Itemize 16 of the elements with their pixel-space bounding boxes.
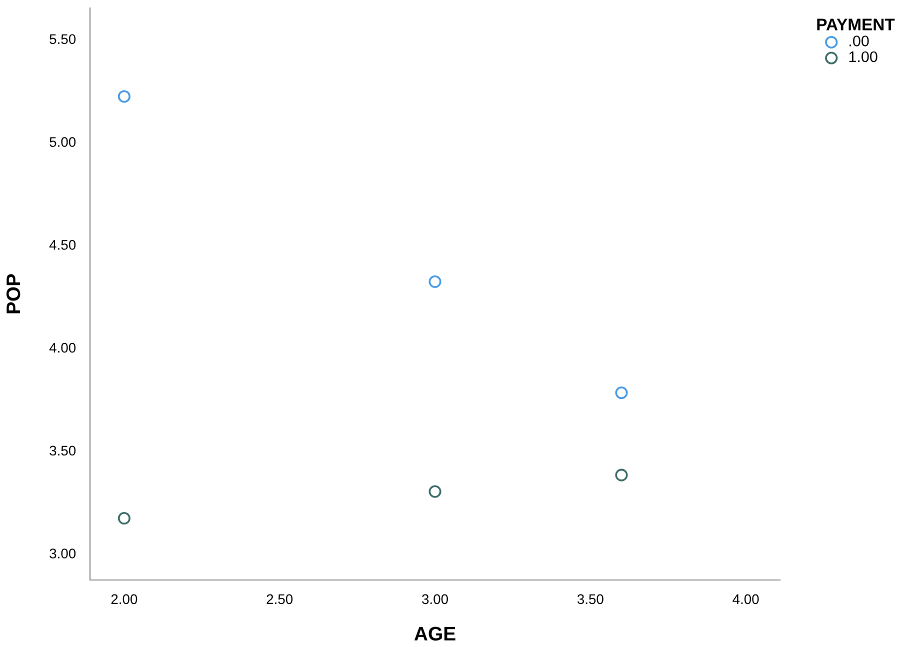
- y-tick-label: 3.50: [50, 446, 76, 456]
- y-tick-label: 3.00: [50, 548, 76, 558]
- x-tick-label: 2.00: [111, 594, 138, 604]
- y-tick-label: 4.50: [49, 240, 76, 250]
- y-tick-label: 5.50: [50, 34, 76, 44]
- y-axis-title: POP: [6, 274, 20, 314]
- legend-label: .00: [850, 36, 869, 46]
- x-axis-title: AGE: [414, 626, 456, 641]
- x-tick-label: 3.50: [577, 594, 604, 604]
- x-tick-label: 2.50: [266, 594, 293, 604]
- legend-title: PAYMENT: [817, 18, 895, 30]
- x-tick-label: 4.00: [732, 594, 759, 604]
- legend-label: 1.00: [849, 51, 878, 62]
- y-tick-label: 5.00: [50, 137, 76, 147]
- y-tick-label: 4.00: [49, 342, 76, 353]
- x-tick-label: 3.00: [422, 594, 448, 604]
